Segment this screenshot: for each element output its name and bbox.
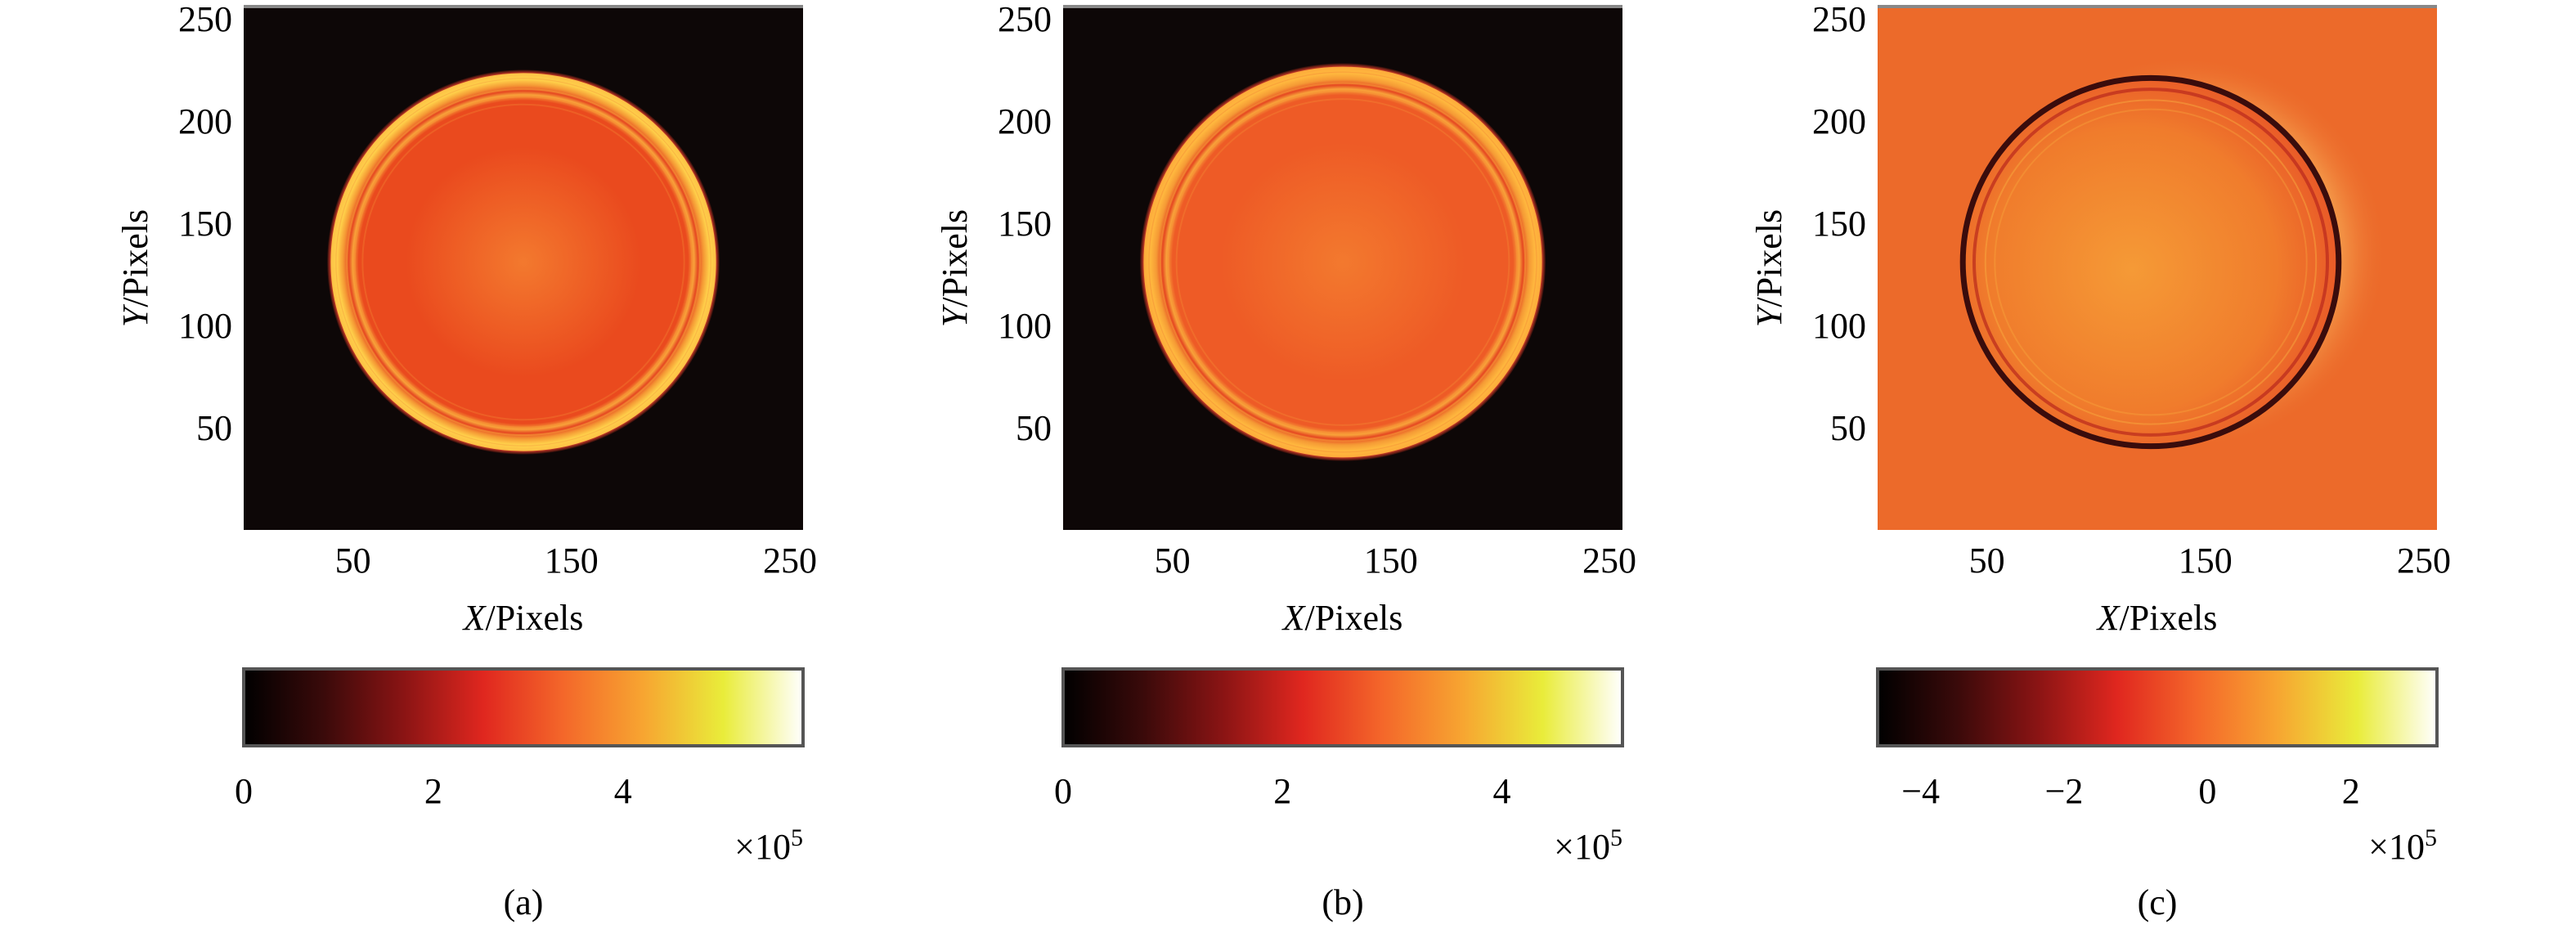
- y-tick-label: 200: [178, 101, 232, 141]
- x-axis-label: X/Pixels: [462, 598, 584, 638]
- x-axis-label: X/Pixels: [1281, 598, 1403, 638]
- y-tick-label: 100: [1812, 306, 1866, 346]
- colorbar-tick-label: 0: [2198, 771, 2216, 811]
- colorbar-tick-label: 0: [235, 771, 253, 811]
- y-axis-label: Y/Pixels: [1749, 209, 1789, 327]
- interference-ring-mark: [1994, 108, 2308, 416]
- y-tick-label: 250: [1812, 0, 1866, 39]
- colorbar-tick-label: 0: [1054, 771, 1072, 811]
- x-tick-label: 150: [2179, 541, 2233, 581]
- panel-caption: (a): [504, 882, 544, 922]
- x-tick-label: 50: [1969, 541, 2005, 581]
- y-tick-label: 50: [196, 408, 232, 448]
- colorbar: [242, 667, 805, 747]
- y-tick-label: 100: [178, 306, 232, 346]
- y-tick-label: 250: [998, 0, 1052, 39]
- interference-ring-mark: [1159, 82, 1527, 442]
- interference-ring-mark: [1167, 90, 1519, 434]
- y-tick-label: 250: [178, 0, 232, 39]
- y-tick-label: 200: [1812, 101, 1866, 141]
- interference-ring-mark: [361, 103, 685, 421]
- disk-mark: [1139, 63, 1546, 461]
- colorbar-tick-label: −4: [1901, 771, 1940, 811]
- bright-ring-mark: [1143, 66, 1542, 458]
- colorbar-tick-label: 4: [614, 771, 632, 811]
- panel-caption: (b): [1322, 882, 1363, 922]
- y-tick-label: 50: [1016, 408, 1052, 448]
- x-tick-label: 250: [2397, 541, 2451, 581]
- x-tick-label: 150: [1364, 541, 1418, 581]
- y-axis-label: Y/Pixels: [115, 209, 155, 327]
- x-tick-label: 50: [1155, 541, 1191, 581]
- x-axis-label: X/Pixels: [2096, 598, 2218, 638]
- panel-b: 50 150 250 50 100 150 200 250 X/Pixels Y/Pixels 0 2…: [935, 0, 1636, 922]
- bright-ring-mark: [330, 73, 716, 451]
- y-tick-label: 100: [998, 306, 1052, 346]
- colorbar-tick-label: 4: [1492, 771, 1510, 811]
- y-tick-label: 150: [1812, 204, 1866, 244]
- colorbar-tick-label: 2: [2342, 771, 2360, 811]
- colorbar-multiplier: ×105: [1554, 824, 1622, 867]
- y-axis-label: Y/Pixels: [935, 209, 975, 327]
- interference-ring-mark: [1175, 98, 1510, 426]
- inner-ring-mark: [1972, 88, 2329, 437]
- colorbar-tick-label: 2: [424, 771, 442, 811]
- colorbar-tick-label: −2: [2045, 771, 2084, 811]
- panel-a: 50 150 250 50 100 150 200 250 X/Pixels Y/Pixels 0 2…: [115, 0, 817, 922]
- x-tick-label: 250: [763, 541, 817, 581]
- colorbar-multiplier: ×105: [2368, 824, 2437, 867]
- interference-ring-mark: [353, 96, 693, 429]
- disk-mark: [327, 70, 720, 455]
- x-tick-label: 150: [545, 541, 599, 581]
- y-tick-label: 150: [178, 204, 232, 244]
- interference-ring-mark: [346, 88, 701, 437]
- y-tick-label: 50: [1830, 408, 1866, 448]
- dark-ring-mark: [1959, 74, 2342, 450]
- panel-caption: (c): [2138, 882, 2178, 922]
- panel-c: 50 150 250 50 100 150 200 250 X/Pixels Y/Pixels −4…: [1749, 0, 2451, 922]
- x-tick-label: 50: [335, 541, 371, 581]
- y-tick-label: 150: [998, 204, 1052, 244]
- colorbar: [1061, 667, 1624, 747]
- interference-ring-mark: [1984, 99, 2318, 425]
- x-tick-label: 250: [1582, 541, 1636, 581]
- colorbar-tick-label: 2: [1273, 771, 1291, 811]
- colorbar-multiplier: ×105: [734, 824, 803, 867]
- colorbar: [1876, 667, 2439, 747]
- y-tick-label: 200: [998, 101, 1052, 141]
